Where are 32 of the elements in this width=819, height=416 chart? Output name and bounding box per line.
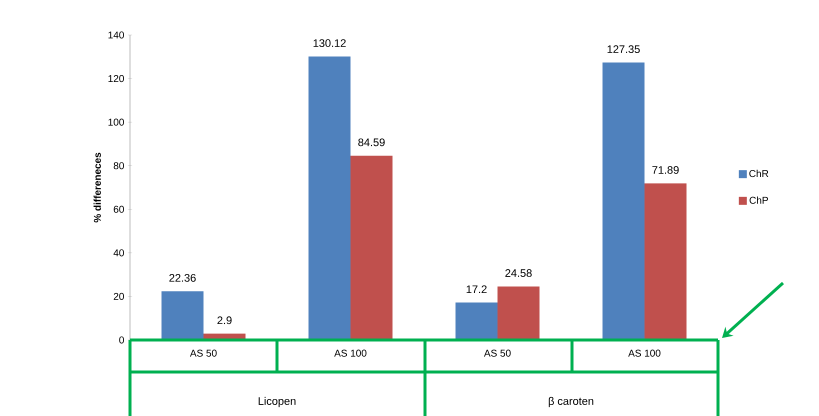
bar	[456, 302, 498, 340]
y-axis-title: % differeneces	[94, 152, 101, 222]
x-tick-label: AS 50	[484, 350, 511, 357]
data-label: 2.9	[217, 316, 232, 324]
y-tick-label: 100	[108, 118, 124, 126]
y-tick-label: 140	[108, 31, 124, 39]
data-label: 130.12	[314, 39, 346, 48]
data-label: 127.35	[608, 45, 640, 54]
y-tick-label: 80	[114, 162, 124, 170]
x-tick-label: AS 100	[628, 350, 660, 357]
data-label: 24.58	[505, 269, 532, 277]
bar	[498, 286, 540, 340]
legend-label: ChR	[749, 170, 768, 178]
y-tick-label: 40	[114, 249, 124, 256]
x-tick-label: AS 100	[334, 350, 366, 357]
text: Licopen	[258, 396, 296, 408]
y-tick-label: 60	[114, 206, 124, 213]
y-tick-label: 20	[114, 292, 124, 300]
bar	[602, 62, 645, 340]
bar	[162, 291, 204, 340]
text: β caroten	[548, 396, 594, 408]
data-label: 84.59	[358, 138, 385, 146]
y-tick-label: 120	[108, 75, 124, 82]
x-tick-label: AS 50	[190, 350, 217, 357]
bar	[644, 183, 687, 340]
legend-label: ChP	[750, 196, 768, 204]
data-label: 22.36	[169, 274, 196, 282]
data-label: 17.2	[466, 285, 487, 294]
y-tick-label: 0	[119, 336, 124, 344]
bar	[350, 156, 393, 340]
data-label: 71.89	[652, 166, 679, 174]
bar	[308, 56, 351, 340]
